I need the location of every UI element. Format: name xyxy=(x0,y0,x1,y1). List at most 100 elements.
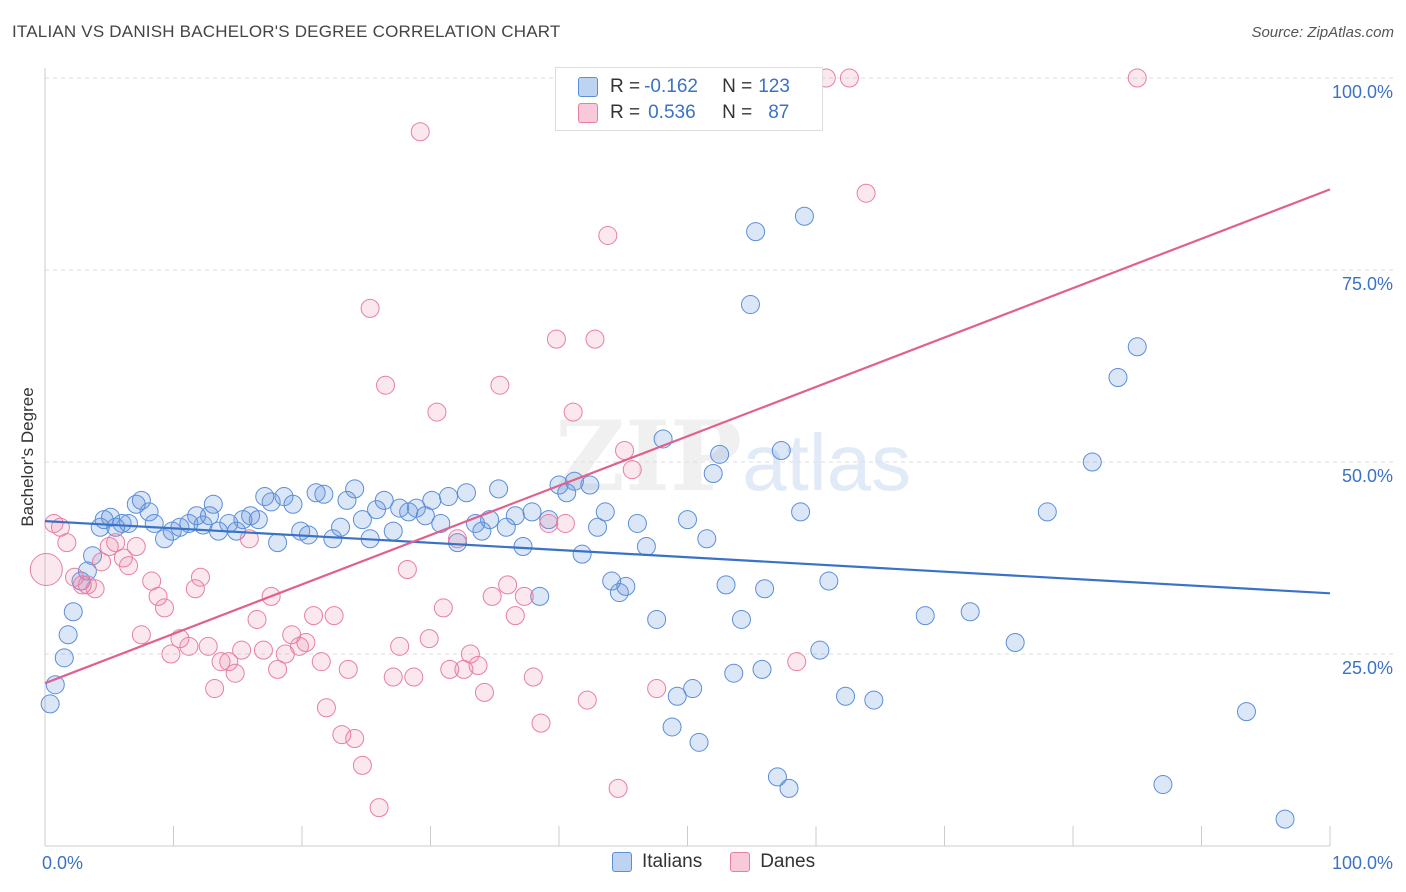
italian-point-108 xyxy=(960,602,980,622)
axes xyxy=(44,68,1331,847)
italian-point-107 xyxy=(915,606,935,626)
y-axis-label: Bachelor's Degree xyxy=(18,387,37,526)
danes-r-label: R = xyxy=(610,102,641,123)
dane-point-42 xyxy=(332,725,352,745)
italian-point-88 xyxy=(697,529,717,549)
dane-point-3 xyxy=(57,533,77,553)
dane-point-8 xyxy=(92,552,112,572)
dane-point-87 xyxy=(856,183,876,203)
y-tick-label-2: 75.0% xyxy=(1342,274,1393,294)
italian-point-58 xyxy=(456,483,476,503)
italian-point-98 xyxy=(767,767,787,787)
dane-point-10 xyxy=(106,533,126,553)
dane-point-79 xyxy=(622,460,642,480)
italian-point-105 xyxy=(836,686,856,706)
italian-point-25 xyxy=(203,494,223,514)
dane-point-20 xyxy=(179,636,199,656)
italian-point-96 xyxy=(752,659,772,679)
italians-n-value: 123 xyxy=(758,76,790,97)
italian-point-111 xyxy=(1082,452,1102,472)
dane-point-51 xyxy=(397,560,417,580)
dane-point-5 xyxy=(72,575,92,595)
dane-point-78 xyxy=(615,440,635,460)
italian-point-76 xyxy=(602,571,622,591)
dane-point-39 xyxy=(311,652,331,672)
dane-point-44 xyxy=(345,728,365,748)
italian-point-17 xyxy=(144,513,164,533)
italian-point-49 xyxy=(383,521,403,541)
dane-point-88 xyxy=(1127,68,1147,88)
italian-point-86 xyxy=(683,679,703,699)
italian-point-72 xyxy=(572,544,592,564)
italian-point-33 xyxy=(261,492,281,512)
italian-point-64 xyxy=(505,506,525,526)
italian-point-4 xyxy=(63,602,83,622)
italian-point-54 xyxy=(422,490,442,510)
dane-point-0 xyxy=(29,553,63,587)
dane-point-28 xyxy=(232,640,252,660)
italian-point-45 xyxy=(352,510,372,530)
dane-point-80 xyxy=(647,679,667,699)
danes-points xyxy=(29,68,1147,818)
x-tick-label-0: 0.0% xyxy=(42,853,83,873)
italian-point-73 xyxy=(580,475,600,495)
dane-point-57 xyxy=(440,659,460,679)
dane-point-60 xyxy=(460,644,480,664)
italian-point-71 xyxy=(564,471,584,491)
italians-r-label: R = xyxy=(610,76,641,97)
italian-point-95 xyxy=(746,222,766,242)
italian-point-113 xyxy=(1127,337,1147,357)
italian-point-99 xyxy=(771,440,791,460)
dane-point-72 xyxy=(555,513,575,533)
italian-point-116 xyxy=(1275,809,1295,829)
dane-point-21 xyxy=(185,579,205,599)
dane-point-69 xyxy=(531,713,551,733)
dane-point-16 xyxy=(148,586,168,606)
dane-point-41 xyxy=(324,606,344,626)
dane-point-62 xyxy=(474,682,494,702)
dane-point-46 xyxy=(360,298,380,318)
italian-point-18 xyxy=(155,529,175,549)
italian-point-89 xyxy=(703,464,723,484)
italian-point-85 xyxy=(678,510,697,530)
dane-point-50 xyxy=(390,636,410,656)
dane-point-66 xyxy=(505,606,525,626)
dane-point-64 xyxy=(490,375,510,395)
trend-lines xyxy=(44,188,1331,685)
italian-point-78 xyxy=(616,576,636,596)
italian-point-13 xyxy=(119,513,139,533)
dane-point-45 xyxy=(352,755,372,775)
italian-point-115 xyxy=(1236,702,1256,722)
italian-point-0 xyxy=(40,694,60,714)
italian-point-109 xyxy=(1005,632,1025,652)
italian-point-94 xyxy=(740,295,760,315)
italian-point-2 xyxy=(54,648,74,668)
italian-point-24 xyxy=(199,506,219,526)
italian-point-100 xyxy=(779,778,799,798)
dane-point-22 xyxy=(190,567,210,587)
series-legend: Italians Danes xyxy=(612,851,843,873)
dane-point-73 xyxy=(563,402,583,422)
italian-point-91 xyxy=(716,575,736,595)
italian-point-83 xyxy=(662,717,682,737)
danes-n-label: N = xyxy=(722,102,753,123)
dane-point-49 xyxy=(383,667,403,687)
dane-point-70 xyxy=(539,513,559,533)
italian-point-12 xyxy=(112,513,132,533)
italian-point-84 xyxy=(667,686,687,706)
dane-point-13 xyxy=(126,536,146,556)
italian-point-90 xyxy=(710,444,730,464)
source-label: Source: ZipAtlas.com xyxy=(1251,24,1394,41)
dane-point-23 xyxy=(198,636,218,656)
italian-point-34 xyxy=(268,533,288,553)
italian-point-66 xyxy=(522,502,542,522)
italian-point-43 xyxy=(337,490,357,510)
y-tick-label-3: 100.0% xyxy=(1332,82,1393,102)
italian-point-81 xyxy=(647,609,667,629)
italian-point-32 xyxy=(255,487,275,507)
dane-point-26 xyxy=(219,652,239,672)
italian-point-103 xyxy=(810,640,830,660)
dane-point-75 xyxy=(585,329,605,349)
italian-point-65 xyxy=(513,536,533,556)
